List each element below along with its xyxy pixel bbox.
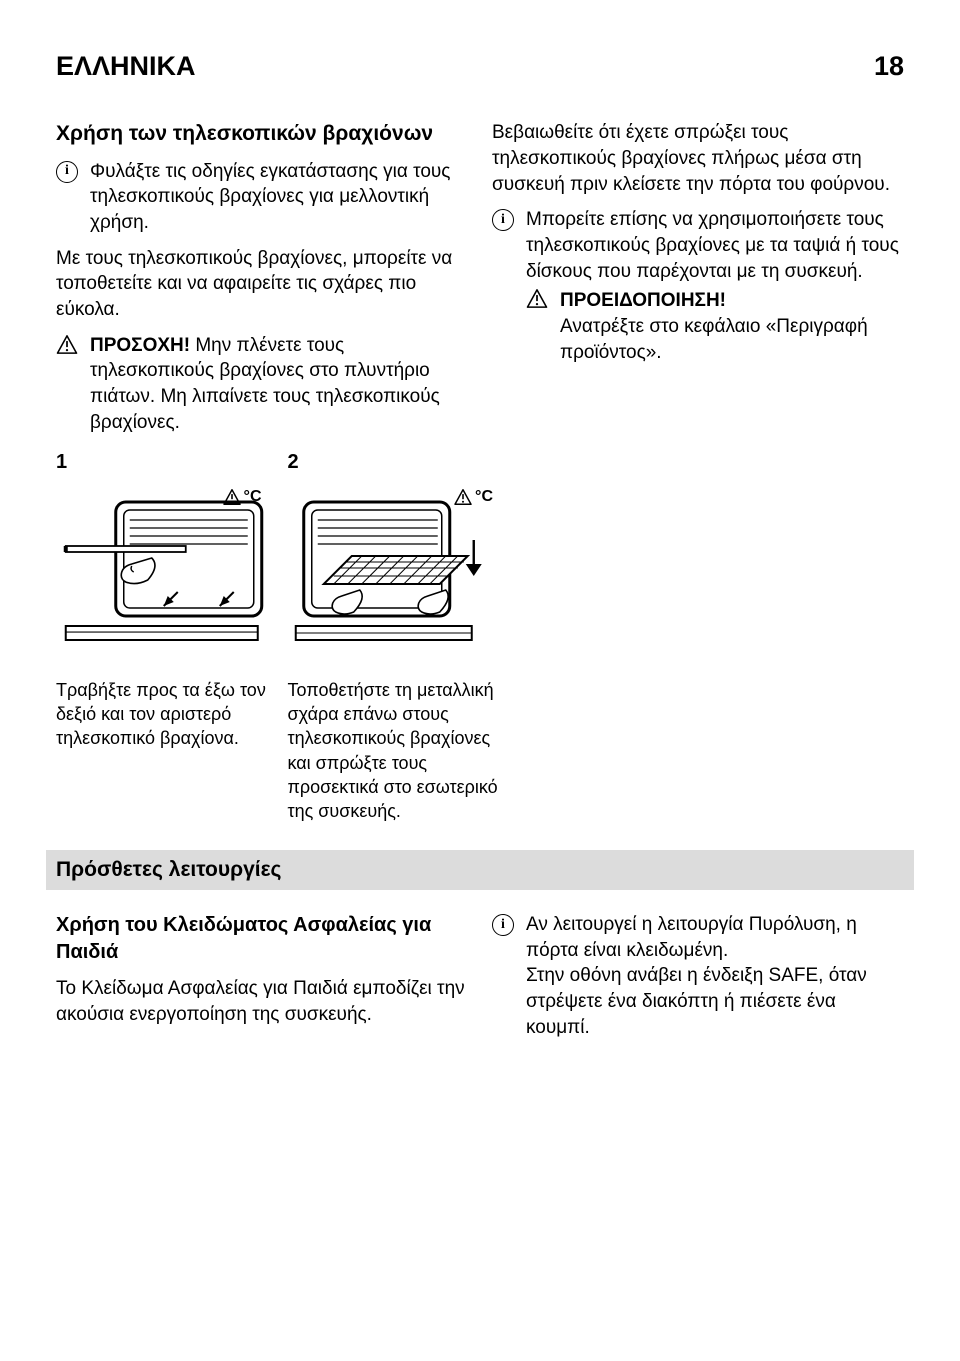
page-number: 18 xyxy=(874,48,904,84)
temperature-badge: °C xyxy=(244,486,262,508)
caution-text: ΠΡΟΣΟΧΗ! Μην πλένετε τους τηλεσκοπικούς … xyxy=(90,333,468,436)
caution-icon xyxy=(56,335,78,354)
caution-icon xyxy=(223,489,241,505)
figure-pull-out xyxy=(56,484,270,652)
step-number-1: 1 xyxy=(56,449,270,476)
step-caption-2: Τοποθετήστε τη μεταλλική σχάρα επάνω στο… xyxy=(288,678,502,824)
info-icon: i xyxy=(492,914,514,936)
subsection-title-child-lock: Χρήση του Κλειδώματος Ασφαλείας για Παιδ… xyxy=(56,912,468,966)
info-text-keep-instructions: Φυλάξτε τις οδηγίες εγκατάστασης για του… xyxy=(90,159,468,236)
info-text-pyrolysis: Αν λειτουργεί η λειτουργία Πυρόλυση, η π… xyxy=(526,912,904,1040)
para-push-fully: Βεβαιωθείτε ότι έχετε σπρώξει τους τηλεσ… xyxy=(492,120,904,197)
caution-icon xyxy=(454,489,472,505)
section-bar-additional: Πρόσθετες λειτουργίες xyxy=(46,850,914,890)
warning-text-refer: ΠΡΟΕΙΔΟΠΟΙΗΣΗ! Ανατρέξτε στο κεφάλαιο «Π… xyxy=(560,288,904,365)
language-header: ΕΛΛΗΝΙΚΑ xyxy=(56,48,196,84)
para-child-lock: Το Κλείδωμα Ασφαλείας για Παιδιά εμποδίζ… xyxy=(56,976,468,1027)
step-caption-1: Τραβήξτε προς τα έξω τον δεξιό και τον α… xyxy=(56,678,270,751)
para-easier-placement: Με τους τηλεσκοπικούς βραχίονες, μπορείτ… xyxy=(56,246,468,323)
section-title-telescopic: Χρήση των τηλεσκοπικών βραχιόνων xyxy=(56,120,468,148)
info-icon: i xyxy=(56,161,78,183)
temperature-badge: °C xyxy=(475,486,493,508)
step-number-2: 2 xyxy=(288,449,502,476)
figure-push-in xyxy=(288,484,502,652)
info-text-also-use: Μπορείτε επίσης να χρησιμοποιήσετε τους … xyxy=(526,207,904,284)
warning-icon xyxy=(526,289,548,308)
info-icon: i xyxy=(492,209,514,231)
